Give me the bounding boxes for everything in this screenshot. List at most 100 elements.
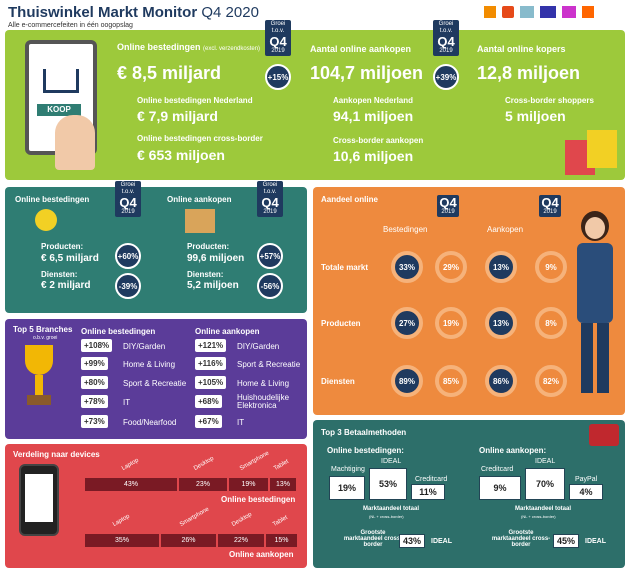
- mid-producten-value: € 6,5 miljard: [41, 253, 99, 264]
- aankopen-label: Aantal online aankopen: [310, 44, 412, 54]
- mid-ank-diensten-label: Diensten:: [187, 270, 224, 279]
- branch-ank-4-name: IT: [237, 418, 245, 427]
- betaal-markt-1: Marktaandeel totaal: [363, 506, 420, 512]
- partner-logo-4: [540, 6, 556, 18]
- branch-best-2-pct: +80%: [81, 376, 108, 389]
- aandeel-row2-b-q4: 89%: [391, 365, 423, 397]
- koop-button[interactable]: KOOP: [37, 104, 81, 116]
- betaal-best-cb-name: IDEAL: [431, 538, 452, 545]
- betaal-markt-note-1: (NL + cross-border): [369, 514, 404, 519]
- device-bar-best-0: 43%: [85, 478, 177, 491]
- betaal-markt-note-2: (NL + cross-border): [521, 514, 556, 519]
- title-quarter: Q4 2020: [201, 4, 259, 21]
- mid-diensten-growth: -39%: [115, 273, 141, 299]
- device-bar-best-3: 13%: [270, 478, 296, 491]
- thuiswinkel-logo: [502, 6, 514, 18]
- branch-best-4-name: Food/Nearfood: [123, 418, 177, 427]
- aandeel-badge-1: Q4 2019: [437, 195, 459, 217]
- bestedingen-label: Online bestedingen (excl. verzendkosten): [117, 42, 260, 52]
- betaal-panel: Top 3 Betaalmethoden Online bestedingen:…: [313, 420, 625, 568]
- aankopen-value: 104,7 miljoen: [310, 63, 424, 83]
- branch-ank-0-pct: +121%: [195, 339, 227, 352]
- branch-ank-0-name: DIY/Garden: [237, 342, 280, 351]
- badge-top: Groei t.o.v.: [120, 182, 136, 195]
- aandeel-row0-label: Totale markt: [321, 263, 368, 272]
- betaal-markt-2: Marktaandeel totaal: [515, 506, 572, 512]
- betaal-best-cb-pct: 43%: [399, 534, 425, 548]
- device-label-ank-2: Desktop: [231, 511, 254, 528]
- mid-diensten-value: € 2 miljard: [41, 280, 91, 291]
- badge-year: 2019: [439, 48, 453, 54]
- device-label-ank-0: Laptop: [112, 513, 131, 528]
- bestedingen-note: (excl. verzendkosten): [203, 46, 261, 52]
- top-panel: KOOP Online bestedingen (excl. verzendko…: [5, 20, 625, 180]
- aandeel-row2-a-prev: 82%: [535, 365, 567, 397]
- branches-col1: Online bestedingen: [81, 327, 156, 336]
- aandeel-row2-a-q4: 86%: [485, 365, 517, 397]
- aandeel-row2-b-prev: 85%: [435, 365, 467, 397]
- devices-ank-label: Online aankopen: [229, 550, 294, 559]
- branches-panel: Top 5 Branches o.b.v. groei Online beste…: [5, 319, 307, 439]
- cb-label: Online bestedingen cross-border: [137, 134, 263, 143]
- mid-ank-diensten-growth: -56%: [257, 273, 283, 299]
- branch-best-0-pct: +108%: [81, 339, 113, 352]
- betaal-best-2-name: Creditcard: [415, 476, 448, 483]
- branch-ank-4-pct: +67%: [195, 415, 222, 428]
- trophy-icon: [21, 345, 57, 425]
- devices-title: Verdeling naar devices: [13, 450, 100, 459]
- betaal-grootste-2: Grootste marktaandeel cross-border: [491, 530, 551, 548]
- woman-illustration: [571, 211, 619, 411]
- aandeel-row0-b-q4: 33%: [391, 251, 423, 283]
- growth-badge-4: Groei t.o.v. Q4 2019: [257, 181, 283, 217]
- device-bar-ank-1: 26%: [161, 534, 216, 547]
- mid-left-panel: Online bestedingen Producten: € 6,5 milj…: [5, 181, 307, 313]
- branch-best-2-name: Sport & Recreatie: [123, 379, 187, 388]
- mid-diensten-label: Diensten:: [41, 270, 78, 279]
- smartphone-illustration: [19, 464, 59, 536]
- aandeel-row2-label: Diensten: [321, 377, 355, 386]
- mid-best-title: Online bestedingen: [15, 195, 90, 204]
- branch-best-3-pct: +78%: [81, 395, 108, 408]
- aandeel-row1-a-q4: 13%: [485, 307, 517, 339]
- betaal-grootste-1: Grootste marktaandeel cross-border: [343, 530, 403, 548]
- branches-title: Top 5 Branches: [13, 325, 73, 334]
- branch-ank-1-name: Sport & Recreatie: [237, 360, 301, 369]
- growth-badge-2: Groei t.o.v. Q4 2019: [433, 20, 459, 56]
- betaal-ank-cb-pct: 45%: [553, 534, 579, 548]
- device-label-best-1: Desktop: [193, 455, 216, 472]
- branch-ank-3-name: Huishoudelijke Elektronica: [237, 393, 290, 410]
- ank-nl-label: Aankopen Nederland: [333, 96, 414, 105]
- betaal-best-0-pct: 19%: [329, 476, 365, 500]
- aandeel-row0-b-prev: 29%: [435, 251, 467, 283]
- badge-year: 2019: [263, 209, 277, 215]
- device-bar-ank-3: 15%: [266, 534, 297, 547]
- badge-q: Q4: [261, 195, 279, 210]
- branch-ank-3-pct: +68%: [195, 395, 222, 408]
- title-text: Thuiswinkel Markt Monitor: [8, 4, 198, 21]
- badge-q: Q4: [437, 34, 455, 49]
- device-label-ank-3: Tablet: [271, 514, 289, 528]
- aandeel-col2: Aankopen: [487, 225, 524, 234]
- badge-year: 2019: [121, 209, 135, 215]
- devices-best-bar: 43% Laptop 23% Desktop 19% Smartphone 13% Table…: [85, 450, 299, 491]
- ank-nl-value: 94,1 miljoen: [333, 108, 414, 124]
- partner-logo-6: [582, 6, 594, 18]
- betaal-title: Top 3 Betaalmethoden: [321, 428, 407, 437]
- betaal-best-0-name: Machtiging: [331, 466, 365, 473]
- device-label-best-0: Laptop: [121, 457, 140, 472]
- branch-best-1-pct: +99%: [81, 357, 108, 370]
- aandeel-title: Aandeel online: [321, 195, 378, 204]
- partner-logos: [484, 4, 624, 20]
- betaal-best-1-pct: 53%: [369, 468, 407, 500]
- bestedingen-growth: +15%: [265, 64, 291, 90]
- mid-ank-producten-value: 99,6 miljoen: [187, 253, 245, 264]
- ank-cb-label: Cross-border aankopen: [333, 136, 424, 145]
- growth-badge-1: Groei t.o.v. Q4 2019: [265, 20, 291, 56]
- cart-icon: [43, 69, 79, 93]
- branch-best-1-name: Home & Living: [123, 360, 176, 369]
- kopers-label: Aantal online kopers: [477, 44, 566, 54]
- coins-icon: [35, 209, 57, 231]
- device-bar-ank-0: 35%: [85, 534, 159, 547]
- kopers-value: 12,8 miljoen: [477, 63, 581, 83]
- aandeel-panel: Aandeel online Q4 2019 Q4 2019 Bestedingen…: [313, 187, 625, 415]
